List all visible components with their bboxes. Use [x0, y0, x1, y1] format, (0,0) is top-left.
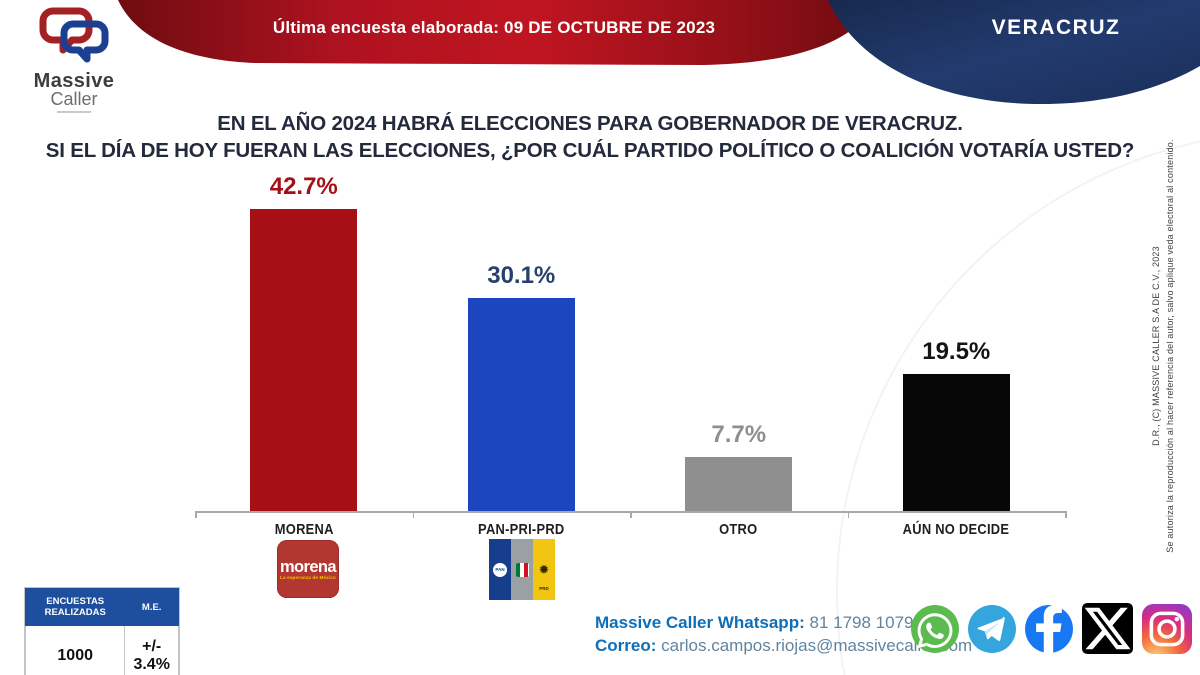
- chat-bubbles-icon: [39, 7, 109, 63]
- email-address[interactable]: carlos.campos.riojas@massivecaller.com: [661, 636, 973, 655]
- category-label-1: PAN-PRI-PRD: [413, 521, 631, 538]
- bar-value-0: 42.7%: [269, 173, 338, 200]
- question-line2-normal: SI EL DÍA DE HOY FUERAN LAS ELECCIONES,: [45, 139, 501, 162]
- x-axis-tick: [1065, 511, 1067, 518]
- pan-stripe: PAN: [489, 539, 511, 600]
- question-line2: SI EL DÍA DE HOY FUERAN LAS ELECCIONES, …: [40, 137, 1140, 164]
- prd-stripe: ✹ PRD: [533, 539, 555, 600]
- category-label-text: PAN-PRI-PRD: [478, 521, 565, 538]
- copyright-line2: Se autoriza la reproducción al hacer ref…: [1164, 139, 1175, 553]
- bar-value-3: 19.5%: [922, 338, 991, 365]
- pan-emblem-icon: PAN: [493, 562, 507, 577]
- morena-logo-tagline: La esperanza de México: [280, 574, 336, 580]
- margin-error-header: M.E.: [124, 588, 179, 626]
- category-label-text: MORENA: [274, 521, 334, 538]
- region-corner-shape: [828, 0, 1200, 104]
- telegram-icon[interactable]: [968, 604, 1016, 653]
- pan-pri-prd-coalition-logo: PAN ✹ PRD: [489, 539, 555, 600]
- banner-text: Última encuesta elaborada: 09 DE OCTUBRE…: [272, 18, 716, 37]
- category-label-text: AÚN NO DECIDE: [902, 521, 1010, 538]
- x-axis-tick: [847, 511, 849, 518]
- copyright-vertical-text: D.R., (C) MASSIVE CALLER S.A DE C.V., 20…: [1150, 36, 1178, 656]
- whatsapp-number: 81 1798 1079: [809, 613, 914, 632]
- brand-name-line2: Caller: [50, 89, 98, 109]
- pri-emblem-icon: [515, 562, 529, 577]
- copyright-line1: D.R., (C) MASSIVE CALLER S.A DE C.V., 20…: [1151, 246, 1161, 446]
- surveys-header: ENCUESTAS REALIZADAS: [24, 588, 126, 626]
- category-label-2: OTRO: [630, 521, 848, 538]
- bar-1: [467, 298, 575, 512]
- contact-block: Massive Caller Whatsapp: 81 1798 1079 Co…: [595, 611, 972, 657]
- facebook-icon[interactable]: [1025, 604, 1073, 653]
- methodology-table: ENCUESTAS REALIZADAS M.E. 1000 +/- 3.4%: [24, 588, 179, 675]
- whatsapp-label: Massive Caller Whatsapp:: [595, 613, 805, 632]
- email-line: Correo: carlos.campos.riojas@massivecall…: [595, 634, 972, 657]
- surveys-value: 1000: [24, 625, 126, 675]
- x-axis-tick: [412, 511, 414, 518]
- instagram-icon[interactable]: [1142, 603, 1192, 654]
- bar-3: [902, 374, 1010, 512]
- bar-2: [685, 457, 793, 512]
- x-twitter-icon[interactable]: [1082, 603, 1133, 654]
- question-line2-bold: ¿POR CUÁL PARTIDO POLÍTICO O COALICIÓN V…: [500, 139, 1135, 162]
- email-label: Correo:: [595, 636, 657, 655]
- bar-value-2: 7.7%: [711, 421, 767, 448]
- banner-ribbon-shape: [118, 0, 876, 65]
- massive-caller-logo: Massive Caller: [24, 6, 124, 113]
- whatsapp-icon[interactable]: [911, 604, 959, 653]
- question-line1: EN EL AÑO 2024 HABRÁ ELECCIONES PARA GOB…: [217, 112, 963, 135]
- bar-value-1: 30.1%: [487, 262, 556, 289]
- region-label: VERACRUZ: [991, 16, 1121, 39]
- prd-emblem-label: PRD: [539, 586, 549, 591]
- x-axis-tick: [630, 511, 632, 518]
- x-axis-tick: [195, 511, 197, 518]
- category-label-text: OTRO: [719, 521, 758, 538]
- brand-name-line1: Massive: [33, 70, 115, 92]
- question-title: EN EL AÑO 2024 HABRÁ ELECCIONES PARA GOB…: [40, 110, 1140, 164]
- whatsapp-line: Massive Caller Whatsapp: 81 1798 1079: [595, 611, 972, 634]
- morena-logo-word: morena: [279, 557, 337, 576]
- category-label-3: AÚN NO DECIDE: [848, 521, 1066, 538]
- morena-party-logo: morena La esperanza de México: [277, 540, 339, 598]
- background-arc-decoration: [836, 130, 1200, 675]
- prd-sun-icon: ✹: [538, 562, 550, 577]
- bar-0: [250, 209, 358, 512]
- social-icons: [911, 603, 1192, 654]
- margin-error-value: +/- 3.4%: [124, 625, 179, 675]
- brand-tagline-rule: [57, 111, 91, 113]
- pri-stripe: [511, 539, 533, 600]
- category-label-0: MORENA: [195, 521, 413, 538]
